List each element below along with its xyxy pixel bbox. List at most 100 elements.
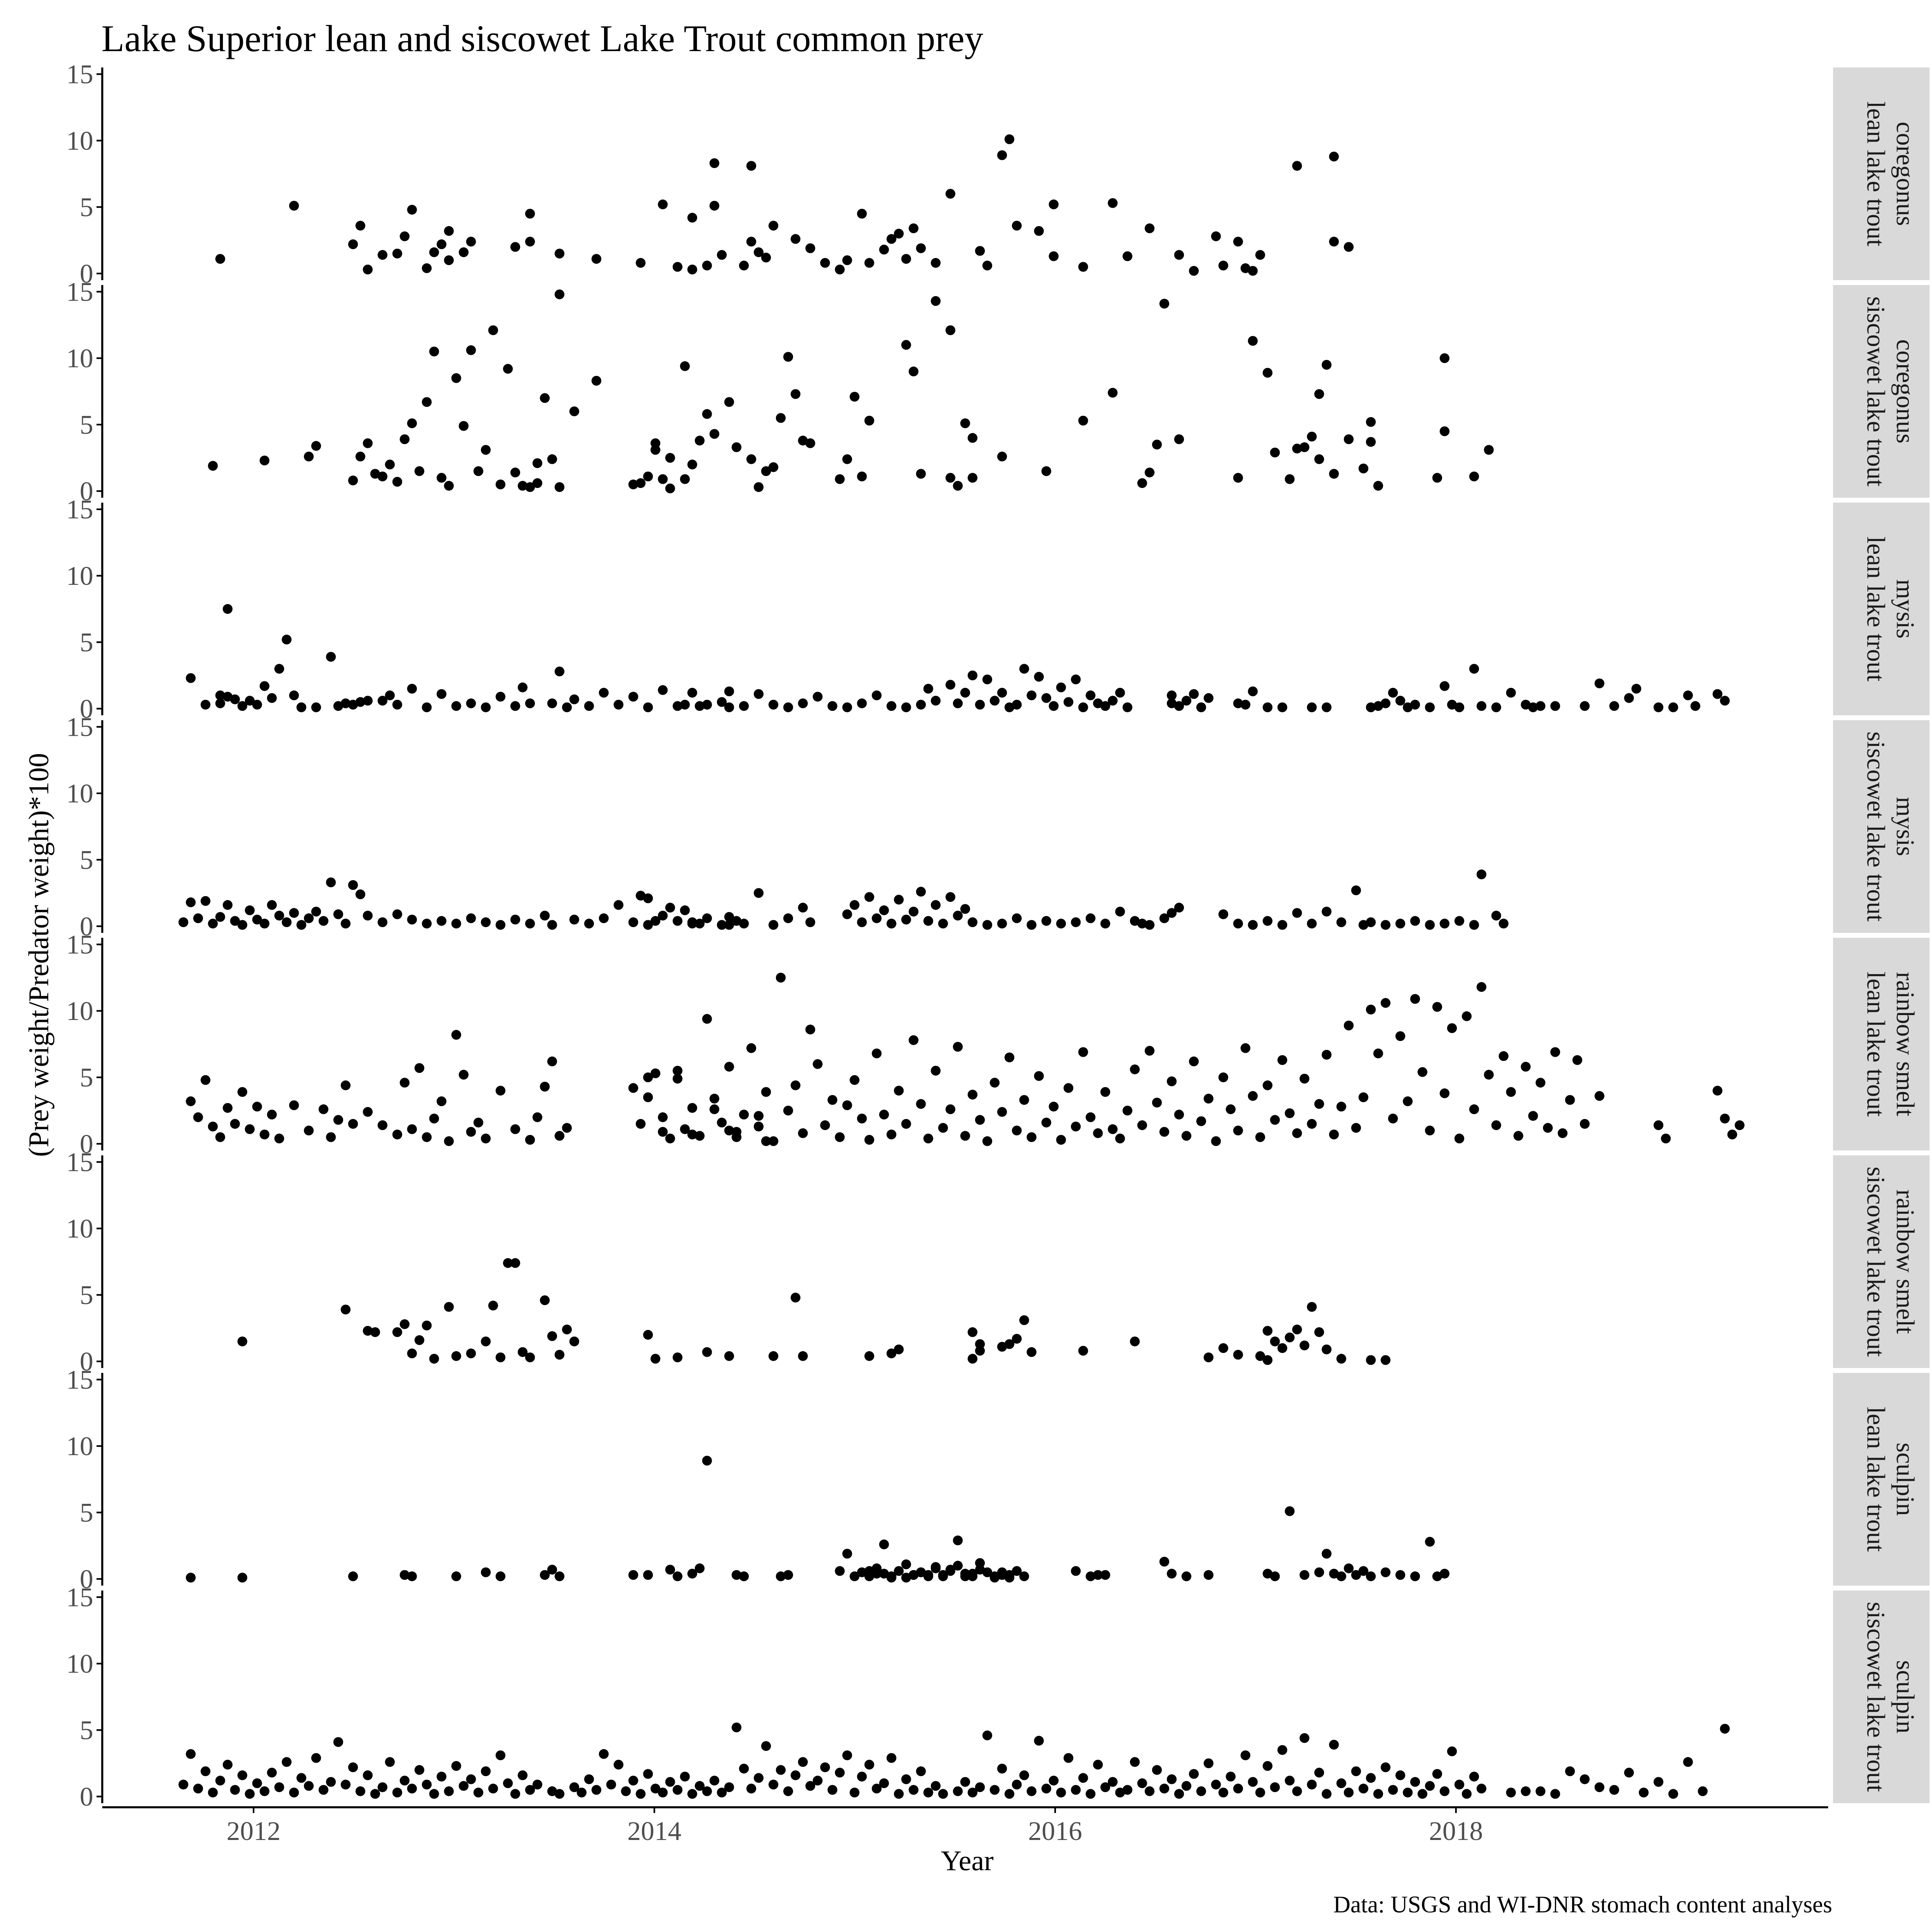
data-point [422,397,432,407]
data-point [252,914,262,925]
data-point [1004,1052,1015,1063]
data-point [540,393,550,403]
data-point [1469,664,1479,674]
data-point [222,692,233,702]
data-point [1403,702,1413,712]
data-point [953,1561,963,1571]
data-point [1285,1332,1295,1343]
data-point [304,913,314,923]
x-tick-label: 2014 [627,1816,681,1846]
data-point [997,1342,1007,1352]
data-point [1469,920,1479,930]
data-point [1189,266,1199,276]
data-point [1373,701,1383,711]
data-point [348,700,358,710]
data-point [392,909,402,919]
data-point [665,453,675,463]
data-point [1270,1115,1280,1125]
y-tick-label: 10 [66,996,93,1026]
data-point [429,346,439,357]
data-point [1521,1786,1531,1796]
data-point [1144,920,1155,930]
data-point [1498,1051,1509,1061]
data-point [643,1092,653,1102]
data-point [776,1765,786,1775]
data-point [1727,1130,1737,1139]
data-point [1380,1762,1391,1772]
data-point [1004,702,1015,712]
data-point [281,634,292,645]
data-point [930,900,941,910]
data-point [908,907,919,917]
data-point [444,226,454,236]
data-point [319,1785,328,1795]
data-point [458,1069,469,1080]
data-point [731,442,741,452]
data-point [1380,698,1391,708]
data-point [1594,678,1604,688]
data-point [783,1786,793,1796]
data-point [1395,696,1405,706]
data-point [186,897,196,908]
data-point [864,416,874,426]
data-point [1174,1110,1184,1120]
data-point [1462,1789,1472,1799]
data-point [916,887,926,897]
data-point [503,1778,513,1788]
x-tick-label: 2018 [1429,1816,1483,1846]
data-point [215,1775,225,1786]
data-point [510,701,520,711]
y-tick-label: 10 [66,1431,93,1461]
data-point [436,1772,447,1781]
data-point [1027,690,1037,701]
data-point [407,418,417,428]
data-point [650,916,660,926]
data-point [481,1337,491,1346]
data-point [1078,1346,1088,1356]
data-point [665,1133,675,1143]
data-point [1668,1789,1678,1799]
data-point [222,900,233,910]
data-point [1285,474,1295,484]
data-point [680,905,690,915]
data-point [1594,1091,1604,1101]
data-point [930,296,941,306]
data-point [1572,1055,1582,1065]
data-point [1440,426,1450,436]
data-point [1366,1004,1376,1015]
data-point [532,458,542,468]
data-point [938,919,948,929]
y-tick-label: 10 [66,561,93,591]
data-point [916,1766,926,1776]
y-tick-label: 0 [80,259,93,289]
data-point [643,1570,653,1580]
data-point [975,700,985,710]
data-point [532,1779,542,1790]
data-point [178,917,189,927]
data-point [1004,1789,1015,1799]
data-point [1189,1056,1199,1067]
data-point [1056,1135,1066,1145]
data-point [407,684,417,694]
data-point [1277,1343,1287,1353]
data-point [886,1573,896,1583]
data-point [1447,1746,1457,1757]
data-point [444,1136,454,1146]
data-point [908,223,919,234]
data-point [200,1075,211,1085]
data-point [879,905,889,915]
data-point [798,903,808,913]
data-point [562,1324,572,1334]
data-point [1182,1131,1191,1141]
data-point [702,700,712,710]
data-point [584,701,594,711]
data-point [1484,1069,1494,1080]
data-point [709,1775,719,1786]
data-point [621,1786,631,1796]
data-point [776,973,786,983]
data-point [1366,1355,1376,1365]
data-point [326,1777,336,1787]
data-point [407,1348,417,1359]
data-point [694,1131,705,1141]
